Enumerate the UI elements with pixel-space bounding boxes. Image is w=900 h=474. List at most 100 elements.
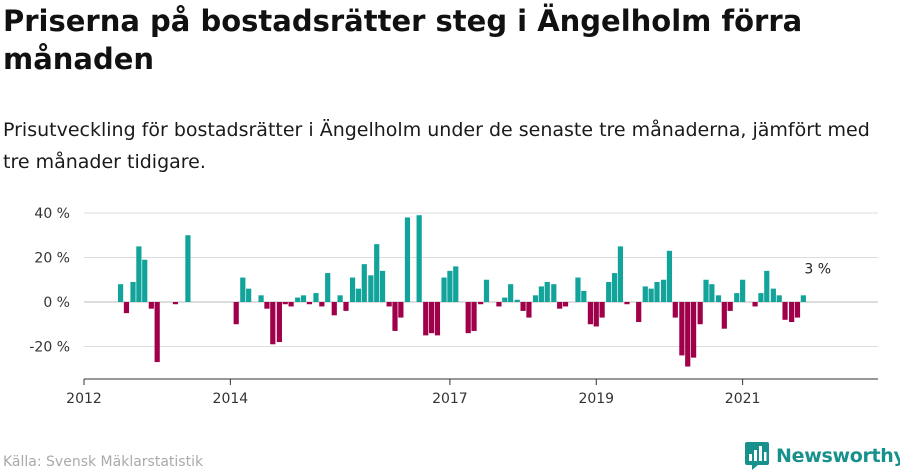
bar	[557, 302, 563, 309]
x-tick-label: 2021	[725, 391, 761, 407]
x-tick-label: 2012	[66, 391, 102, 407]
bar	[429, 302, 435, 334]
bars	[117, 215, 806, 367]
x-axis-ticks: 2012 2014 2017 2019 2021	[66, 379, 760, 407]
bar	[423, 302, 429, 336]
bar	[142, 259, 148, 302]
bar-chart: 40 % 20 % 0 % -20 % 2012 2014 2017 2019 2021 3 …	[29, 206, 878, 407]
bar	[300, 295, 307, 302]
bar	[703, 279, 709, 302]
bar	[258, 295, 264, 302]
bar	[172, 302, 179, 305]
y-tick-label: 0 %	[43, 295, 70, 311]
bar	[734, 293, 740, 302]
bar	[727, 302, 733, 311]
bar	[453, 266, 459, 302]
bar	[313, 293, 319, 302]
bar	[508, 284, 514, 302]
bar	[593, 302, 599, 327]
bar	[374, 244, 380, 302]
bar	[624, 302, 630, 305]
bar	[679, 302, 685, 356]
bar	[654, 281, 660, 302]
bar	[123, 302, 130, 314]
bar	[379, 270, 386, 302]
bar	[117, 284, 124, 302]
bar	[465, 302, 471, 334]
bar	[690, 302, 697, 358]
bar	[514, 299, 520, 302]
bar	[478, 302, 484, 305]
bar	[606, 281, 612, 302]
bar	[483, 279, 490, 302]
bar	[471, 302, 477, 331]
last-value-annotation: 3 %	[804, 261, 831, 277]
bar	[800, 295, 806, 302]
gridlines	[84, 212, 878, 347]
newsworthy-logo: Newsworthy	[744, 440, 900, 472]
bar	[264, 302, 270, 309]
bar	[648, 288, 654, 302]
bar	[349, 277, 356, 302]
bar	[136, 246, 142, 303]
x-tick-label: 2019	[578, 391, 614, 407]
bar	[130, 281, 136, 302]
bar	[575, 277, 581, 302]
bar	[154, 302, 160, 363]
bar	[441, 277, 447, 302]
bar	[386, 302, 392, 307]
bar	[368, 275, 374, 302]
source-note: Källa: Svensk Mäklarstatistik	[3, 454, 204, 470]
bar	[416, 215, 422, 302]
bar	[532, 295, 539, 302]
bar	[276, 302, 282, 343]
x-tick-label: 2014	[213, 391, 249, 407]
x-tick-label: 2017	[432, 391, 468, 407]
bar	[526, 302, 532, 318]
bar	[636, 302, 642, 323]
bar	[270, 302, 276, 345]
bar	[337, 295, 343, 302]
bar	[496, 302, 502, 307]
brand-name: Newsworthy	[776, 445, 900, 467]
bar	[295, 297, 301, 302]
bar	[715, 295, 722, 302]
bar	[282, 302, 288, 305]
bar	[789, 302, 795, 323]
y-tick-label: 20 %	[34, 251, 70, 267]
bar	[520, 302, 526, 311]
bar	[240, 277, 246, 302]
bar	[752, 302, 758, 307]
bar	[587, 302, 593, 325]
chart-subtitle: Prisutveckling för bostadsrätter i Ängel…	[3, 119, 870, 173]
bar	[740, 279, 746, 302]
chart-title: Priserna på bostadsrätter steg i Ängelho…	[3, 4, 803, 76]
bar	[672, 302, 678, 318]
bar	[538, 286, 544, 302]
bar	[434, 302, 441, 336]
bar	[776, 295, 782, 302]
bar	[544, 281, 550, 302]
bar	[551, 284, 557, 302]
bar	[721, 302, 727, 329]
bar	[355, 288, 362, 302]
bar	[185, 235, 191, 302]
bar	[392, 302, 398, 331]
y-axis-labels: 40 % 20 % 0 % -20 %	[29, 206, 70, 356]
bar	[794, 302, 801, 318]
bar	[617, 246, 624, 303]
bar	[764, 270, 770, 302]
bar	[660, 279, 667, 302]
bar	[246, 288, 252, 302]
bar	[306, 302, 312, 305]
bar	[288, 302, 294, 307]
bar	[233, 302, 239, 325]
bar	[782, 302, 788, 320]
bar	[758, 293, 764, 302]
bar	[666, 250, 673, 302]
bar	[642, 286, 648, 302]
bar	[319, 302, 325, 307]
bar	[148, 302, 154, 309]
bar	[709, 284, 715, 302]
bar	[562, 302, 569, 307]
